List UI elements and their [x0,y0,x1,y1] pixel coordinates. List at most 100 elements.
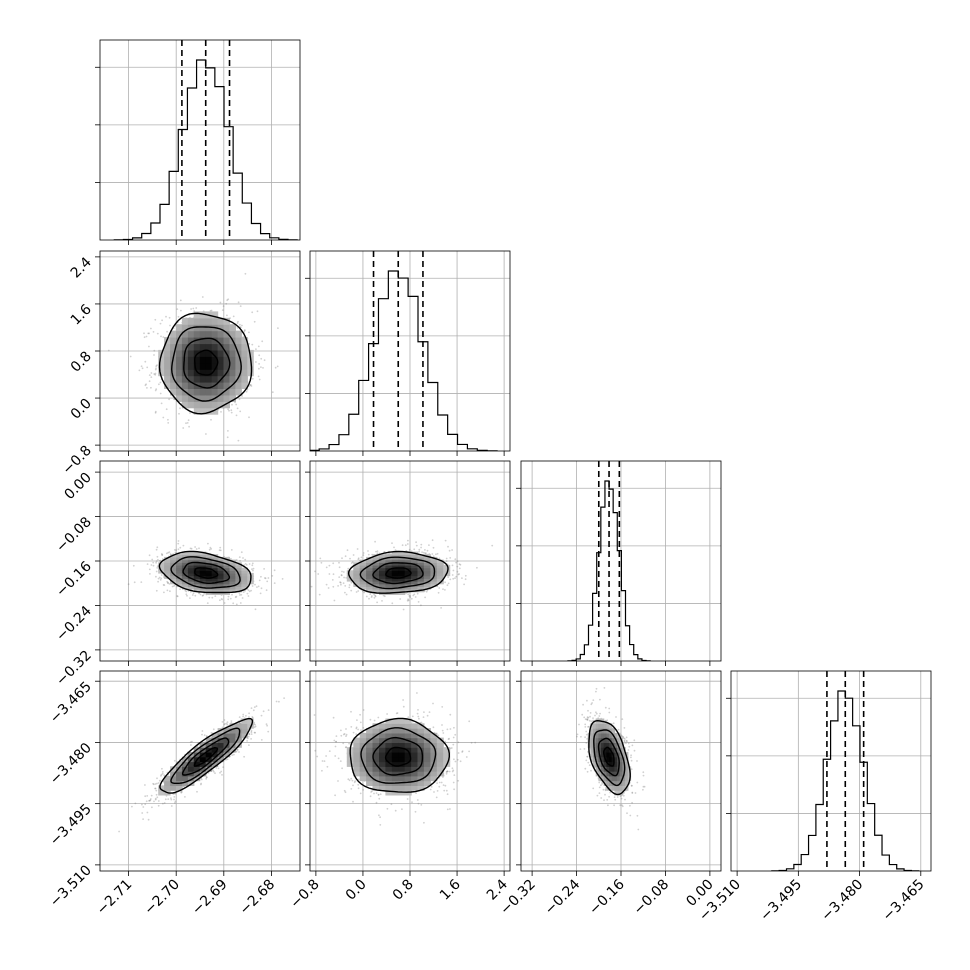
scatter-point [238,592,241,594]
scatter-point [148,345,150,348]
scatter-point [152,561,155,564]
scatter-point [383,595,386,598]
density-cell [199,401,207,409]
density-cell [211,330,219,338]
scatter-point [260,366,262,368]
density-cell [181,583,189,587]
scatter-point [170,797,172,799]
scatter-point [221,726,224,729]
scatter-point [225,758,227,761]
histogram-panel-2 [516,460,722,666]
scatter-point [350,562,353,564]
scatter-point [283,697,285,699]
density-cell [164,570,171,574]
scatter-point [154,787,157,790]
density-cell [176,388,183,396]
density-cell [193,567,201,571]
density-cell [170,575,177,579]
scatter-point [416,592,419,595]
scatter-point [248,331,250,334]
scatter-point [393,546,395,549]
scatter-point [230,720,233,722]
density-cell [223,375,230,383]
density-cell [235,583,242,587]
scatter-point [200,783,202,786]
density-cell [391,578,399,582]
scatter-point [376,550,379,553]
density-cell [211,337,219,345]
scatter-point [254,583,256,586]
scatter-point [317,573,320,575]
density-cell [391,559,399,563]
density-cell [398,583,406,587]
density-cell [423,564,431,569]
scatter-point [161,772,164,775]
density-cell [385,559,393,563]
density-cell [217,562,225,566]
scatter-point [160,553,163,555]
scatter-point [212,769,215,772]
scatter-point [190,547,193,550]
scatter-point [163,774,166,777]
scatter-point [201,733,203,736]
y-tick-label-1-2: 0.8 [68,349,95,376]
density-cell [181,551,189,555]
density-cell [181,362,189,370]
scatter-point [176,595,179,597]
density-cell [235,356,242,364]
density-cell [176,356,183,364]
density-cell [181,375,189,383]
density-cell [217,330,225,338]
scatter-point [438,587,441,589]
density-cell [211,591,219,595]
density-cell [417,554,425,558]
scatter-point [235,750,238,753]
density-cell [436,572,444,577]
scatter-point [348,584,351,586]
density-cell [436,567,444,571]
contour-1-0-3 [158,312,253,415]
scatter-point [242,557,244,559]
density-cell [391,556,399,561]
density-cell [241,583,248,587]
scatter-point [456,565,459,568]
scatter-point [205,735,208,737]
density-cell [170,369,177,377]
scatter-point [144,784,146,786]
scatter-point [426,589,429,592]
scatter-point [418,548,421,551]
scatter-point [155,548,158,551]
scatter-point [217,767,220,770]
scatter-point [201,594,204,597]
scatter-point [266,724,268,727]
scatter-point [245,715,247,717]
scatter-point [426,549,429,552]
scatter-point [183,785,186,788]
scatter-point [325,566,328,569]
density-cell [353,567,361,571]
density-cell [235,564,242,569]
scatter-point [148,799,151,802]
scatter-point [252,567,255,570]
scatter-point [244,272,247,275]
density-cell [229,388,236,396]
scatter-point [245,390,248,393]
scatter-point [407,539,409,542]
scatter-point [226,299,229,302]
density-cell [223,343,230,351]
scatter-point [190,744,192,746]
density-cell [199,589,207,593]
density-cell [366,572,374,577]
scatter-point [219,301,222,304]
scatter-point [205,776,208,779]
scatter-point [251,568,253,571]
density-cell [235,343,242,351]
density-cell [199,570,207,574]
scatter-point [133,581,136,584]
density-cell [164,382,171,389]
scatter-point [207,542,209,545]
scatter-point [247,735,250,738]
scatter-point [219,599,221,602]
density-cell [193,356,201,364]
scatter-point [457,573,460,576]
